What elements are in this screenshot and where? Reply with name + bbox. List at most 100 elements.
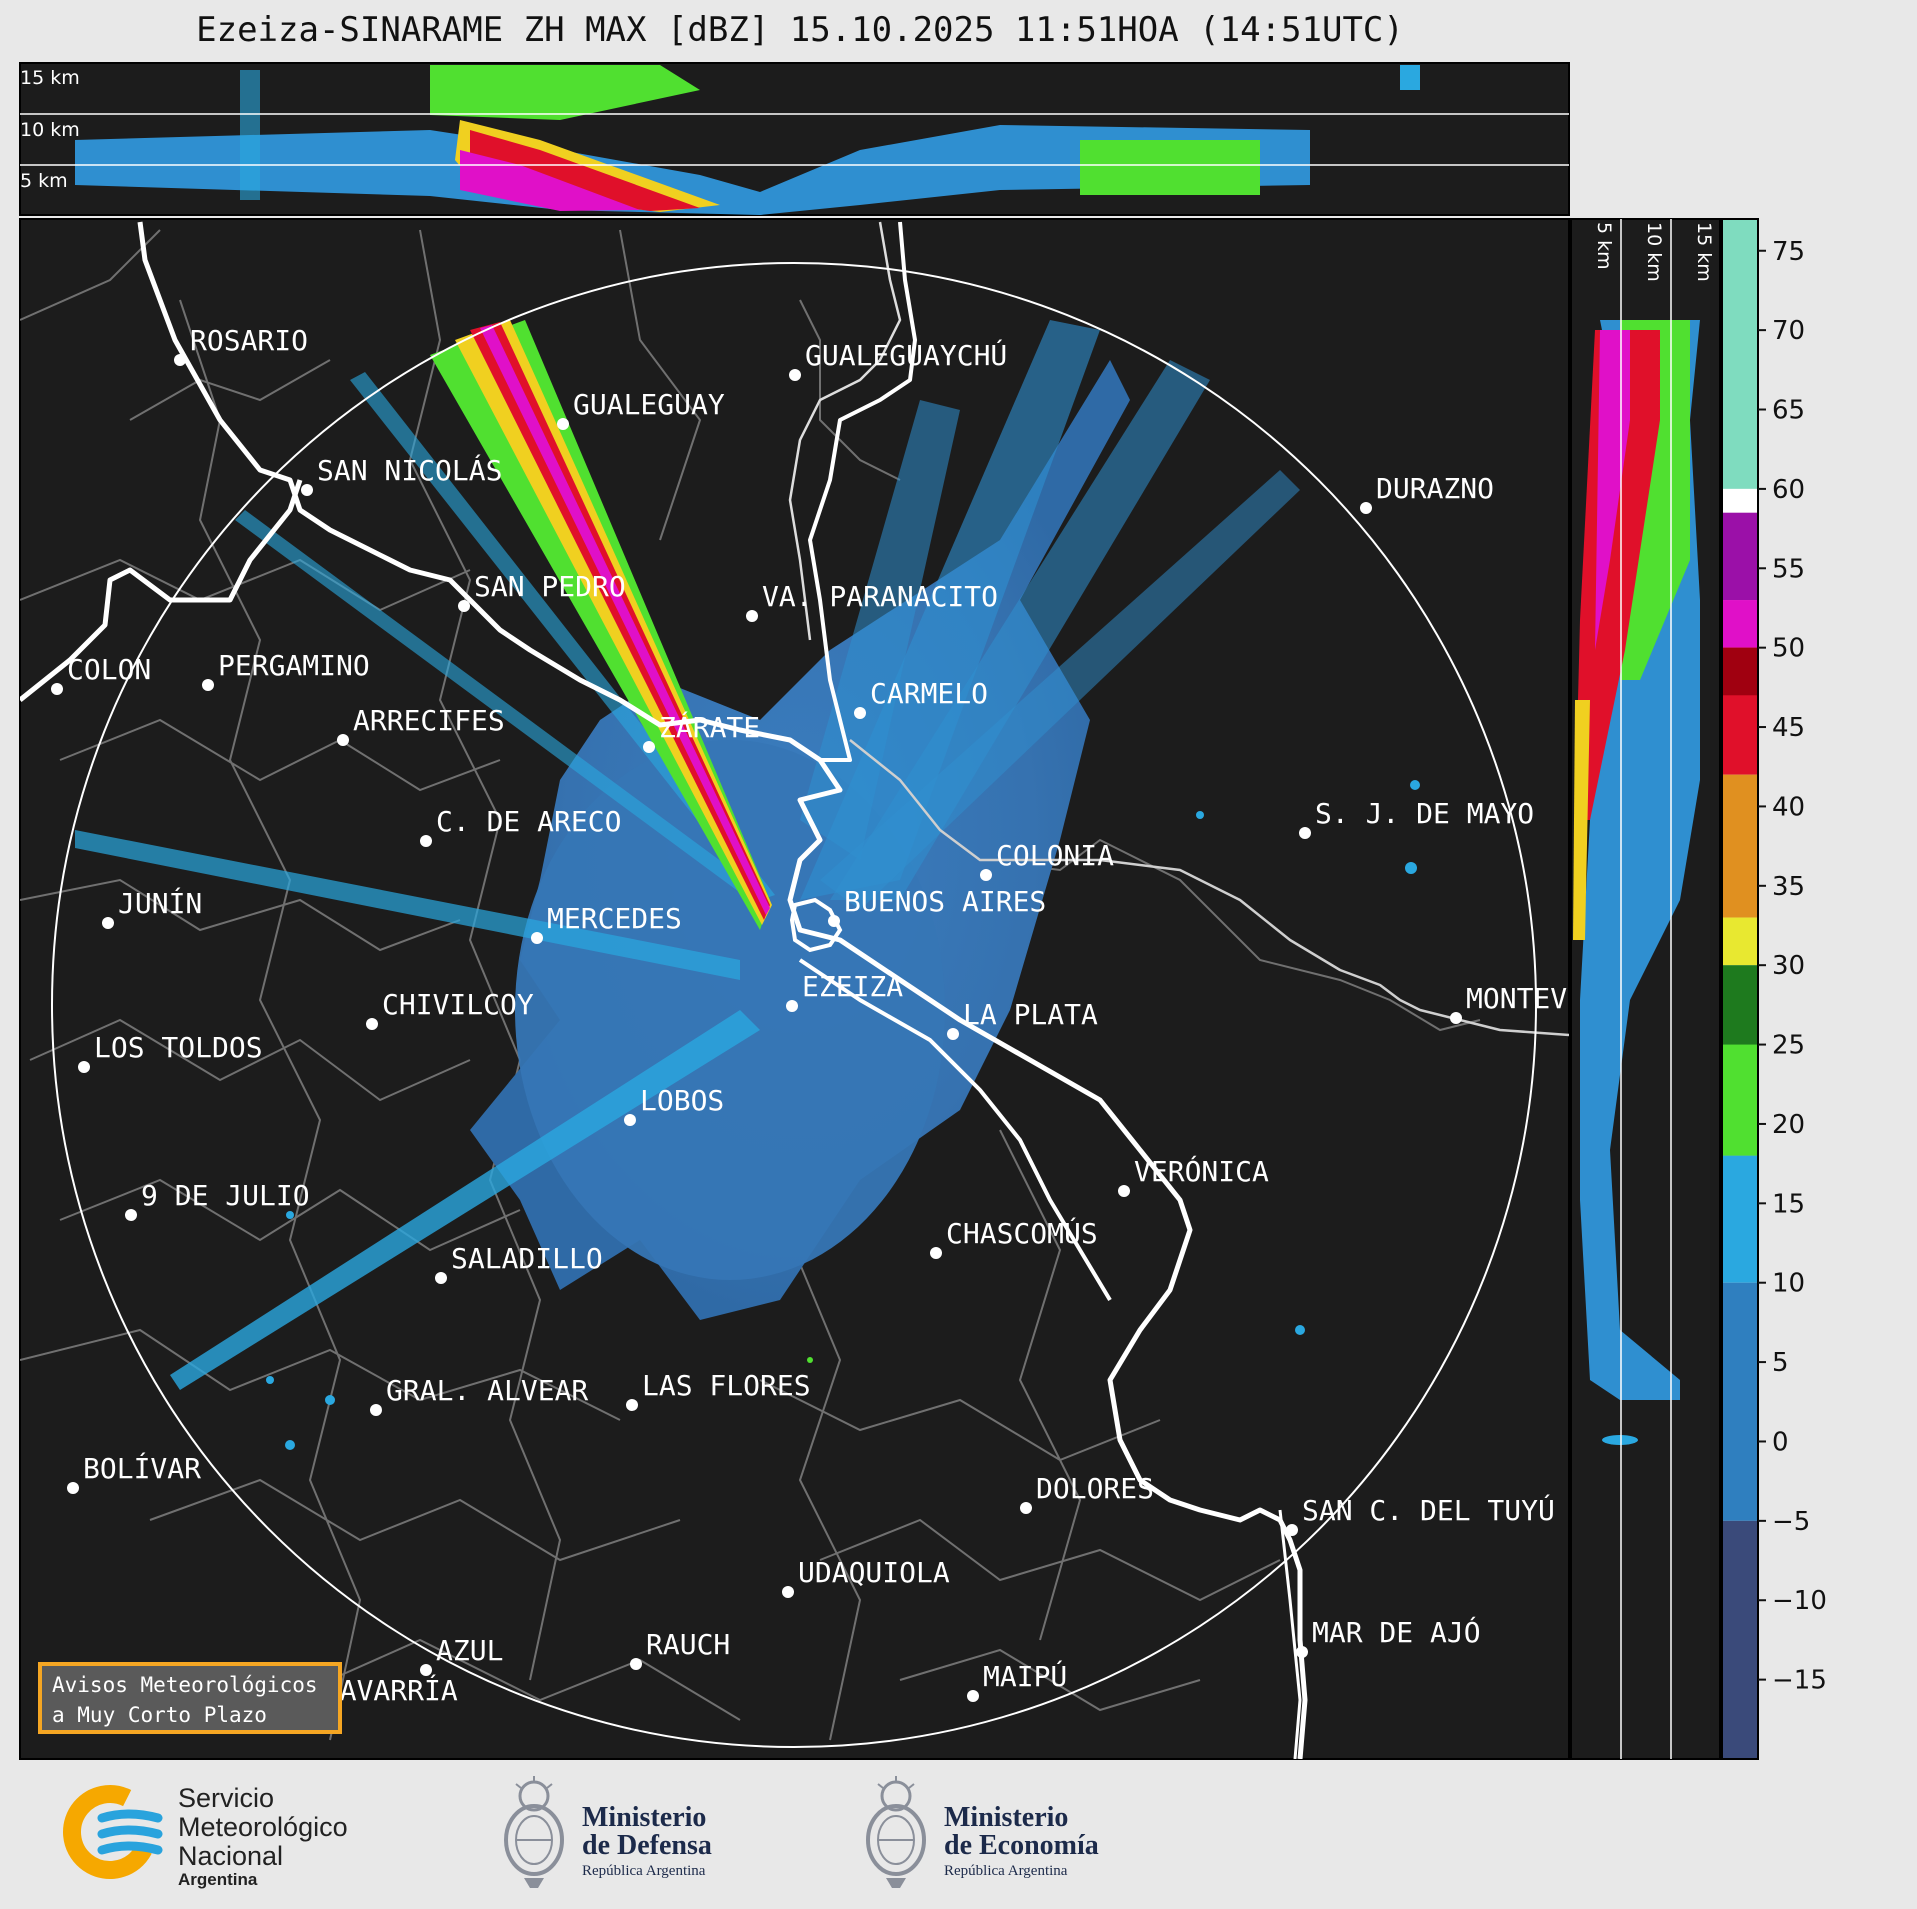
colorbar-tick-label: 30 xyxy=(1772,951,1805,981)
colorbar-tick-label: 45 xyxy=(1772,713,1805,743)
city-carmelo: CARMELO xyxy=(854,677,988,719)
city-azul: AZUL xyxy=(420,1634,503,1676)
city-label: 9 DE JULIO xyxy=(141,1179,310,1212)
colorbar-tick-label: 65 xyxy=(1772,396,1805,426)
city-label: VERÓNICA xyxy=(1134,1154,1269,1188)
colorbar-tick-label: −10 xyxy=(1772,1586,1827,1616)
city-colonia: COLONIA xyxy=(980,839,1114,881)
map-panel: ROSARIO GUALEGUAYCHÚ GUALEGUAY SAN NICOL… xyxy=(19,218,1570,1760)
side-cross-section: 5 km 10 km 15 km xyxy=(1570,218,1721,1760)
city-veronica: VERÓNICA xyxy=(1118,1154,1269,1197)
city-9-de-julio: 9 DE JULIO xyxy=(125,1179,310,1221)
city-label: ROSARIO xyxy=(190,324,308,357)
city-mar-de-ajo: MAR DE AJÓ xyxy=(1296,1615,1481,1658)
smn-emblem-icon xyxy=(63,1785,163,1879)
city-label: SAN NICOLÁS xyxy=(317,453,502,487)
colorbar-tick-label: 0 xyxy=(1772,1427,1789,1457)
city-markers: ROSARIO GUALEGUAYCHÚ GUALEGUAY SAN NICOL… xyxy=(51,324,1569,1716)
defensa-line-3: República Argentina xyxy=(582,1863,706,1879)
city-lobos: LOBOS xyxy=(624,1084,724,1126)
city-pergamino: PERGAMINO xyxy=(202,649,370,691)
top-alt-label-15: 15 km xyxy=(20,67,80,89)
city-bolivar: BOLÍVAR xyxy=(67,1451,201,1494)
colorbar-band xyxy=(1722,1520,1758,1759)
smn-line-1: Servicio xyxy=(178,1783,275,1813)
colorbar-tick-label: 50 xyxy=(1772,634,1805,664)
warning-line-1: Avisos Meteorológicos xyxy=(52,1673,318,1697)
top-alt-label-10: 10 km xyxy=(20,119,80,141)
city-label: MAR DE AJÓ xyxy=(1312,1615,1481,1649)
city-label: C. DE ARECO xyxy=(436,805,621,838)
city-label: GRAL. ALVEAR xyxy=(386,1374,588,1407)
city-chivilcoy: CHIVILCOY xyxy=(366,988,534,1030)
city-gral-alvear: GRAL. ALVEAR xyxy=(370,1374,588,1416)
city-label: BOLÍVAR xyxy=(83,1451,201,1485)
city-mercedes: MERCEDES xyxy=(531,902,682,944)
city-gualeguaychu: GUALEGUAYCHÚ xyxy=(789,338,1007,381)
city-label: LOS TOLDOS xyxy=(94,1031,263,1064)
city-label: MERCEDES xyxy=(547,902,682,935)
colorbar-tick-label: 55 xyxy=(1772,554,1805,584)
chart-title: Ezeiza-SINARAME ZH MAX [dBZ] 15.10.2025 … xyxy=(196,10,1404,50)
defensa-line-1: Ministerio xyxy=(582,1802,707,1833)
city-label: LOBOS xyxy=(640,1084,724,1117)
city-label: CARMELO xyxy=(870,677,988,710)
city-label: RAUCH xyxy=(646,1628,730,1661)
colorbar-tick-label: 15 xyxy=(1772,1189,1805,1219)
city-label: LAS FLORES xyxy=(642,1369,811,1402)
city-label: CHASCOMÚS xyxy=(946,1216,1098,1250)
city-label: ZÁRATE xyxy=(659,710,760,744)
city-san-clemente-del-tuyu: SAN C. DEL TUYÚ xyxy=(1286,1493,1555,1536)
city-san-nicolas: SAN NICOLÁS xyxy=(301,453,502,496)
city-saladillo: SALADILLO xyxy=(435,1242,603,1284)
colorbar-tick-label: 35 xyxy=(1772,872,1805,902)
city-label: SALADILLO xyxy=(451,1242,603,1275)
colorbar-band xyxy=(1722,647,1758,696)
city-label: ARRECIFES xyxy=(353,704,505,737)
colorbar-band xyxy=(1722,774,1758,918)
city-durazno: DURAZNO xyxy=(1360,472,1494,514)
colorbar-band xyxy=(1722,1155,1758,1283)
colorbar-band xyxy=(1722,512,1758,601)
city-label: DURAZNO xyxy=(1376,472,1494,505)
city-buenos-aires: BUENOS AIRES xyxy=(828,885,1046,927)
colorbar-tick-label: 25 xyxy=(1772,1031,1805,1061)
city-las-flores: LAS FLORES xyxy=(626,1369,811,1411)
colorbar-tick-label: 75 xyxy=(1772,237,1805,267)
city-label: BUENOS AIRES xyxy=(844,885,1046,918)
city-label: DOLORES xyxy=(1036,1472,1154,1505)
city-los-toldos: LOS TOLDOS xyxy=(78,1031,263,1073)
colorbar-tick-label: 10 xyxy=(1772,1269,1805,1299)
city-ezeiza: EZEIZA xyxy=(786,970,903,1012)
colorbar-tick-label: 70 xyxy=(1772,316,1805,346)
colorbar-tick-label: 20 xyxy=(1772,1110,1805,1140)
economia-logo: Ministerio de Economía República Argenti… xyxy=(856,1774,1156,1894)
colorbar-tick-label: −5 xyxy=(1772,1507,1810,1537)
smn-line-4: Argentina xyxy=(178,1870,258,1889)
warning-box[interactable]: Avisos Meteorológicos a Muy Corto Plazo xyxy=(38,1662,342,1734)
argentina-coat-of-arms-icon xyxy=(504,1776,564,1888)
city-label: GUALEGUAYCHÚ xyxy=(805,338,1007,372)
city-udaquiola: UDAQUIOLA xyxy=(782,1556,950,1598)
city-label: VA. PARANACITO xyxy=(762,580,998,613)
colorbar-band xyxy=(1722,917,1758,966)
top-cross-section: 15 km 10 km 5 km xyxy=(19,62,1570,216)
smn-logo: Servicio Meteorológico Nacional Argentin… xyxy=(58,1783,398,1889)
colorbar-blocks xyxy=(1722,219,1758,1759)
city-carmen-de-areco: C. DE ARECO xyxy=(420,805,621,847)
economia-line-2: de Economía xyxy=(944,1830,1099,1861)
smn-line-3: Nacional xyxy=(178,1841,284,1871)
city-label: UDAQUIOLA xyxy=(798,1556,950,1589)
colorbar-band xyxy=(1722,600,1758,648)
city-junin: JUNÍN xyxy=(102,886,202,929)
colorbar-tick-label: 60 xyxy=(1772,475,1805,505)
colorbar-band xyxy=(1722,219,1758,489)
radar-echoes xyxy=(75,320,1420,1450)
city-label: COLONIA xyxy=(996,839,1114,872)
colorbar-tick-label: 5 xyxy=(1772,1348,1789,1378)
city-rosario: ROSARIO xyxy=(174,324,308,366)
city-label: PERGAMINO xyxy=(218,649,370,682)
city-label: COLON xyxy=(67,653,151,686)
